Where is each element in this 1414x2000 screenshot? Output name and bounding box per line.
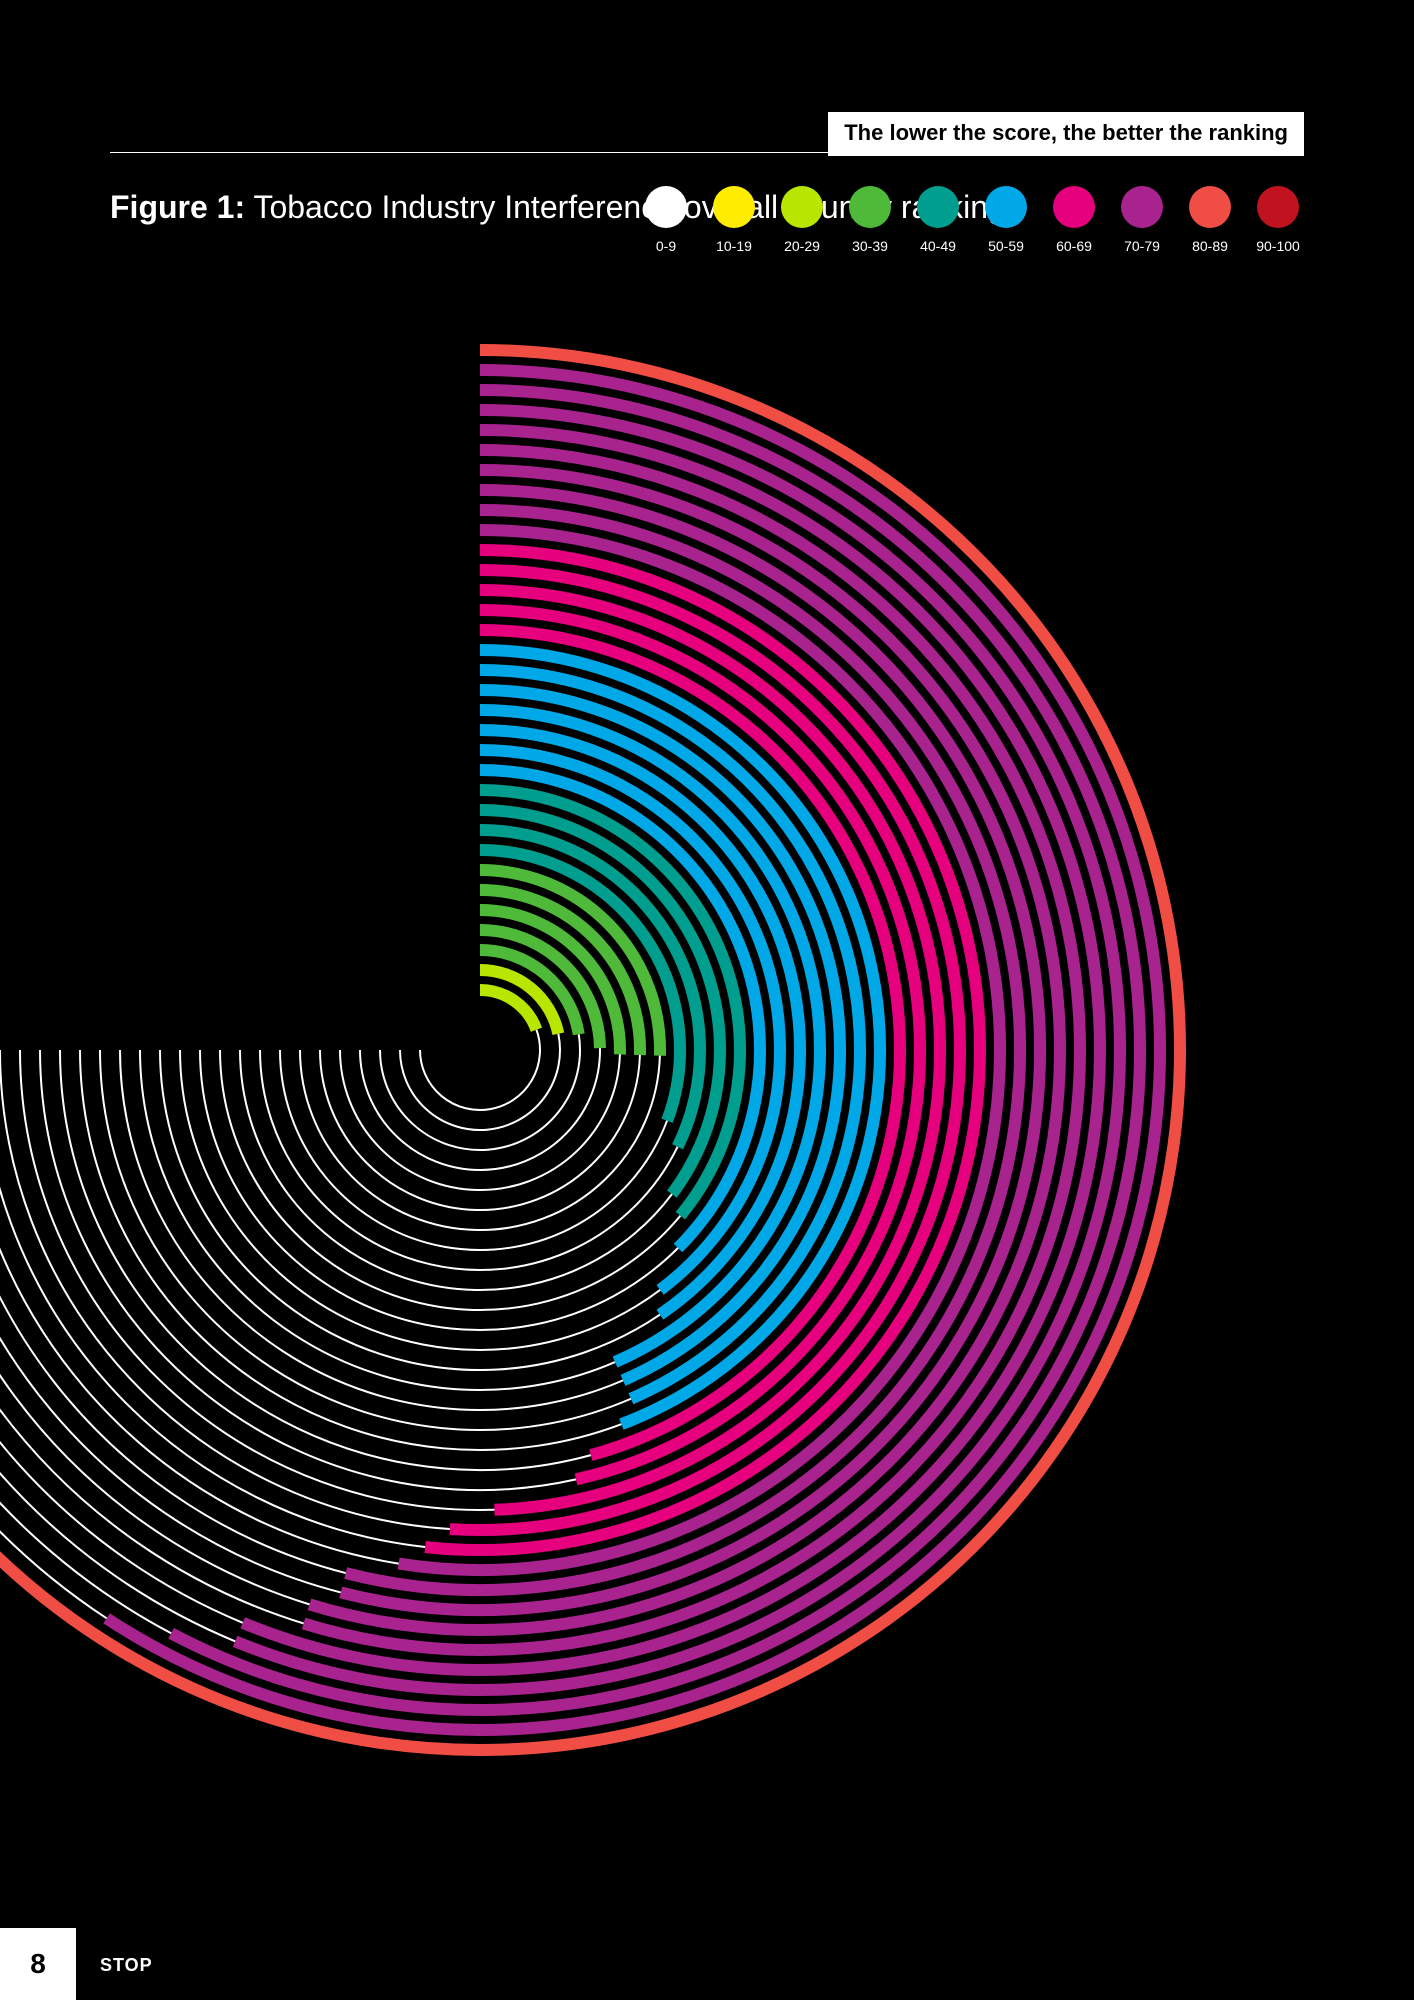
arc-remainder (180, 1050, 660, 1350)
arc-remainder (140, 1050, 615, 1390)
arc-filled (480, 990, 536, 1030)
page-number: 8 (0, 1928, 76, 2000)
arc-remainder (220, 1050, 680, 1310)
arc-remainder (420, 1030, 540, 1110)
arc-remainder (380, 1034, 580, 1150)
radial-chart (0, 0, 1414, 2000)
arc-remainder (0, 1050, 243, 1623)
arc-remainder (80, 1050, 621, 1450)
footer-label: STOP (100, 1955, 153, 1976)
arc-remainder (400, 1034, 560, 1130)
arc-remainder (120, 1050, 623, 1410)
arc-remainder (240, 1050, 672, 1290)
arc-remainder (300, 1050, 660, 1230)
arc-remainder (200, 1050, 678, 1330)
arc-remainder (100, 1050, 631, 1430)
